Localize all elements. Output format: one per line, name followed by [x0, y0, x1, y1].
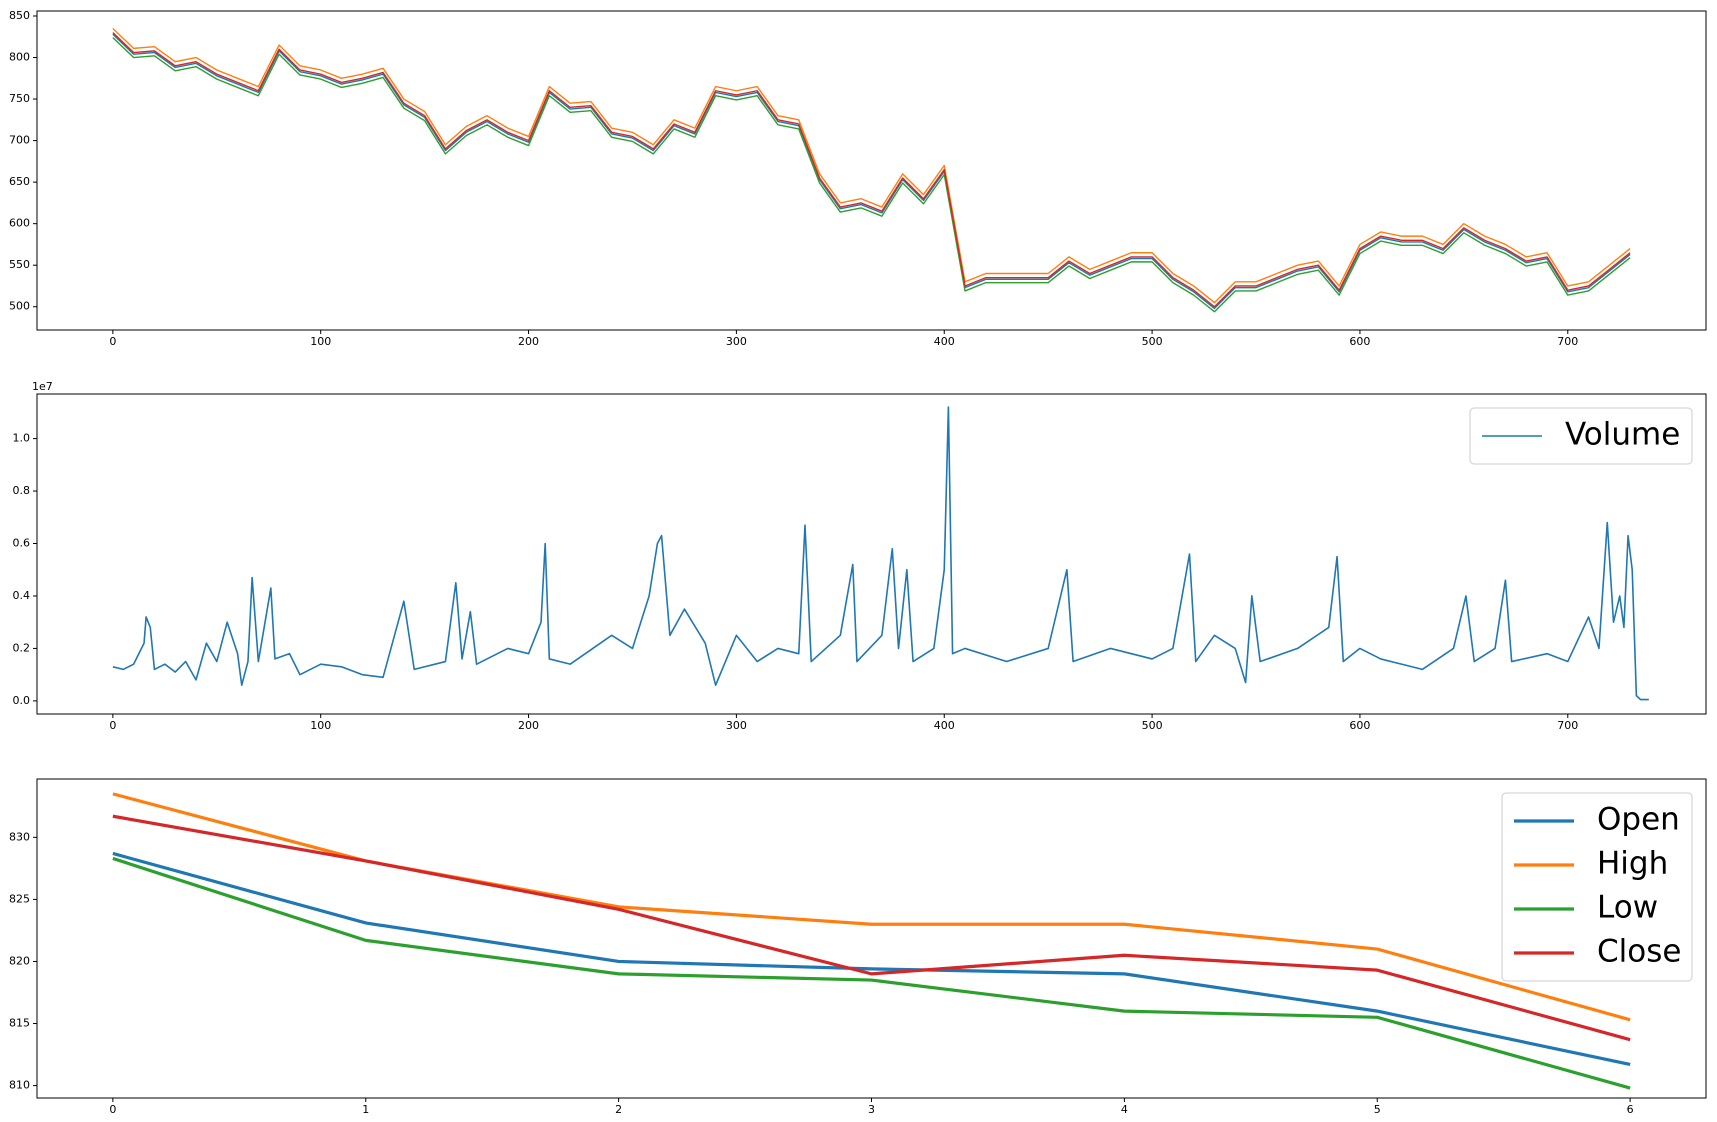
y-tick-label: 0.0 [13, 694, 31, 707]
x-tick-label: 0 [109, 1103, 116, 1116]
x-tick-label: 500 [1142, 335, 1163, 348]
data-line [112, 814, 1631, 1042]
x-tick-label: 300 [726, 335, 747, 348]
y-tick-label: 800 [9, 51, 30, 64]
x-tick-label: 2 [615, 1103, 622, 1116]
x-tick-label: 700 [1557, 335, 1578, 348]
y-tick-label: 500 [9, 300, 30, 313]
data-line [112, 406, 1649, 701]
plot-frame [36, 393, 1707, 715]
y-tick-label: 750 [9, 92, 30, 105]
y-tick-label: 825 [9, 892, 30, 905]
y-tick-label: 0.8 [13, 484, 31, 497]
legend-label: Volume [1565, 417, 1680, 453]
x-tick-label: 100 [310, 719, 331, 732]
x-tick-label: 500 [1142, 719, 1163, 732]
legend-box [1501, 792, 1693, 982]
x-tick-label: 400 [934, 719, 955, 732]
y-tick-label: 810 [9, 1079, 30, 1092]
x-tick-label: 0 [109, 719, 116, 732]
x-tick-label: 4 [1121, 1103, 1128, 1116]
y-tick-label: 550 [9, 258, 30, 271]
x-tick-label: 1 [362, 1103, 369, 1116]
data-line [112, 33, 1631, 310]
x-tick-label: 300 [726, 719, 747, 732]
y-tick-label: 1.0 [13, 432, 31, 445]
x-tick-label: 600 [1349, 719, 1370, 732]
x-tick-label: 0 [109, 335, 116, 348]
data-line [112, 856, 1631, 1090]
x-tick-label: 5 [1374, 1103, 1381, 1116]
x-tick-label: 200 [518, 335, 539, 348]
y-tick-label: 700 [9, 134, 30, 147]
plot-frame [36, 10, 1707, 331]
data-line [112, 27, 1631, 304]
x-tick-label: 400 [934, 335, 955, 348]
legend-label: Close [1597, 934, 1681, 970]
y-tick-label: 815 [9, 1017, 30, 1030]
data-line [112, 792, 1631, 1022]
y-tick-label: 650 [9, 175, 30, 188]
y-tick-label: 830 [9, 830, 30, 843]
x-tick-label: 700 [1557, 719, 1578, 732]
data-line [112, 37, 1631, 313]
axis-offset-label: 1e7 [32, 380, 53, 393]
y-tick-label: 0.4 [13, 589, 31, 602]
legend-label: High [1597, 846, 1668, 882]
plot-frame [36, 778, 1707, 1099]
data-line [112, 851, 1631, 1067]
data-line [112, 32, 1631, 308]
y-tick-label: 0.2 [13, 641, 31, 654]
y-tick-label: 600 [9, 217, 30, 230]
x-tick-label: 3 [868, 1103, 875, 1116]
x-tick-label: 600 [1349, 335, 1370, 348]
legend-label: Low [1597, 890, 1658, 926]
y-tick-label: 820 [9, 954, 30, 967]
legend-label: Open [1597, 802, 1680, 838]
y-tick-label: 0.6 [13, 537, 31, 550]
x-tick-label: 100 [310, 335, 331, 348]
x-tick-label: 200 [518, 719, 539, 732]
x-tick-label: 6 [1627, 1103, 1634, 1116]
y-tick-label: 850 [9, 9, 30, 22]
legend-box [1469, 407, 1693, 465]
